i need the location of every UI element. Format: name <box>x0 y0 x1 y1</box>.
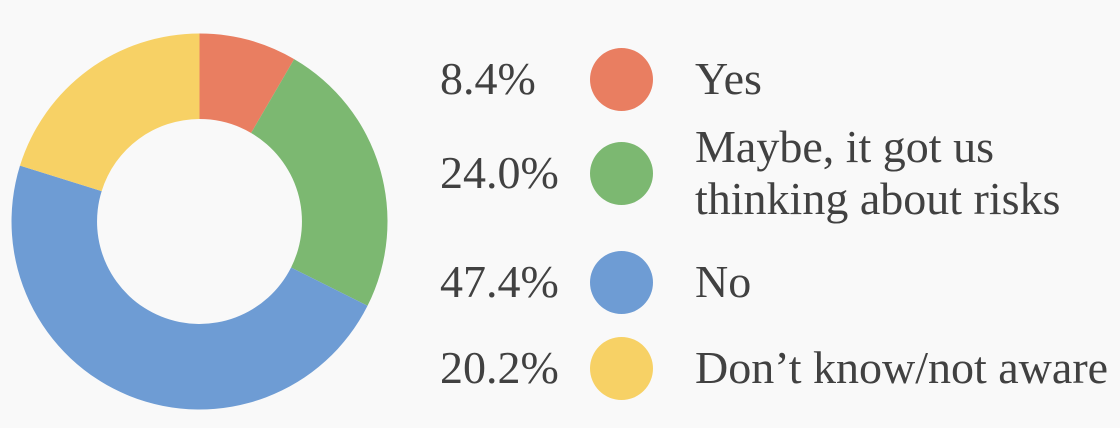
legend-label: Maybe, it got us thinking about risks <box>695 121 1061 224</box>
legend-item: 47.4% No <box>440 248 1120 316</box>
donut-segment-don-t-know <box>19 33 200 192</box>
donut-segment-maybe-it-got <box>251 59 388 306</box>
legend-swatch-icon <box>590 336 653 400</box>
legend-percent: 20.2% <box>440 342 559 393</box>
donut-segment-no <box>11 165 368 410</box>
legend-item: 8.4% Yes <box>440 45 1120 113</box>
legend-label: No <box>695 256 752 308</box>
legend-item: 20.2% Don’t know/not aware <box>440 334 1120 402</box>
legend-percent: 47.4% <box>440 256 559 307</box>
legend-item: 24.0% Maybe, it got us thinking about ris… <box>440 117 1120 229</box>
legend-swatch-icon <box>590 47 653 111</box>
legend-percent: 24.0% <box>440 147 559 198</box>
legend-percent: 8.4% <box>440 53 536 104</box>
legend-swatch-icon <box>590 250 653 314</box>
donut-chart <box>11 33 388 410</box>
legend-swatch-icon <box>590 141 653 205</box>
legend-label: Don’t know/not aware <box>695 342 1109 394</box>
legend-label: Yes <box>695 53 762 105</box>
chart-legend: 8.4% Yes 24.0% Maybe, it got us thinking ab… <box>440 0 1120 428</box>
donut-segment-yes <box>199 33 295 133</box>
